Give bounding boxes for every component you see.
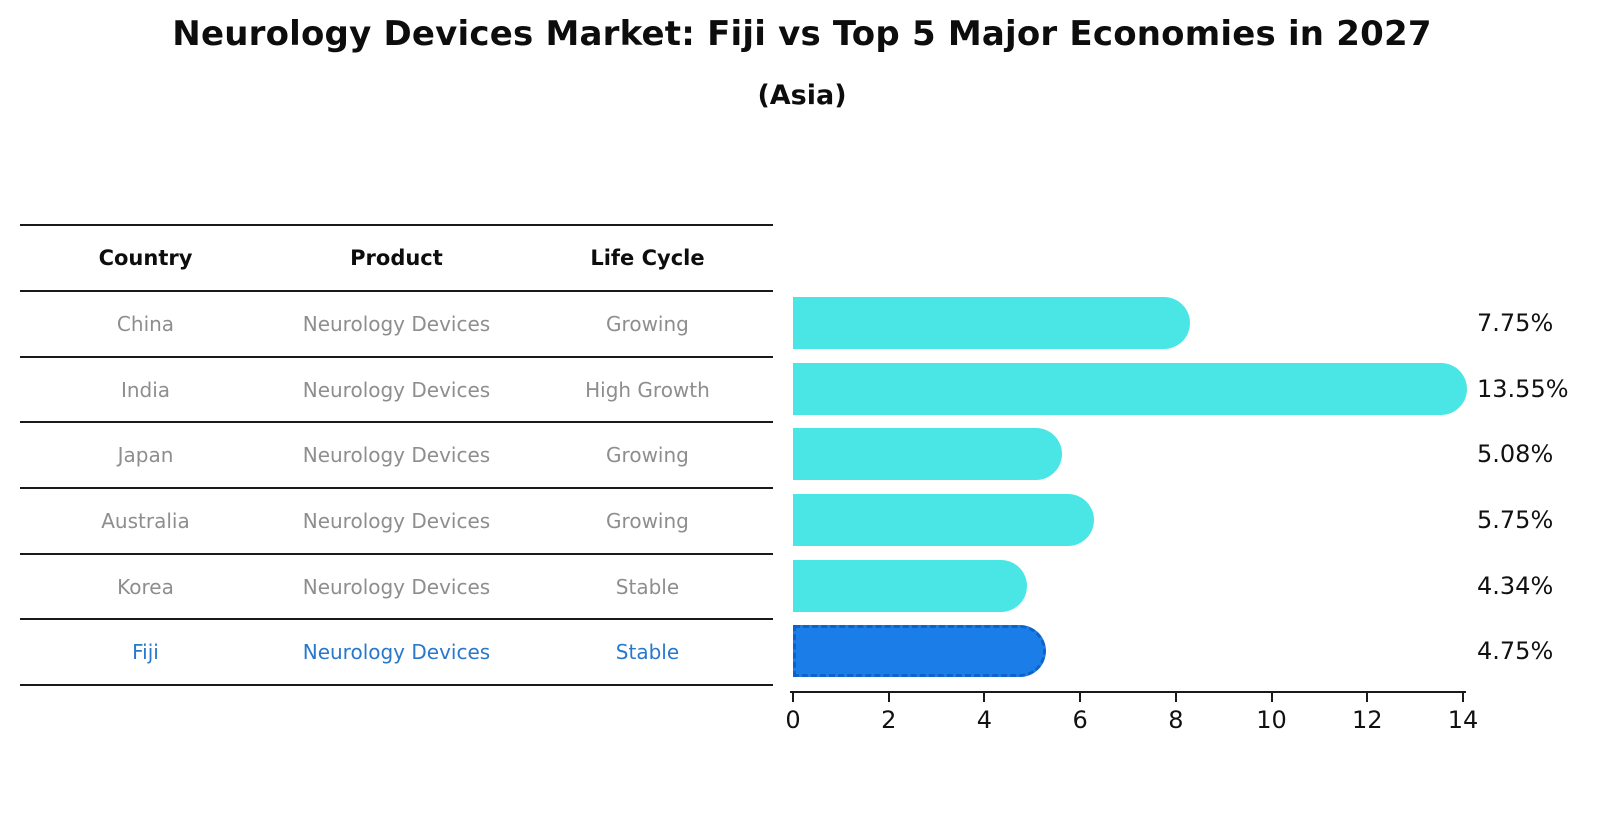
column-header-product: Product [350, 246, 443, 270]
bar-korea [793, 559, 1027, 612]
table-row: China Neurology Devices Growing [20, 292, 773, 358]
bar-fiji-highlighted [793, 625, 1047, 678]
table-row: Australia Neurology Devices Growing [20, 489, 773, 555]
bar-japan [793, 428, 1063, 481]
x-tick-label: 2 [881, 706, 897, 734]
x-tick [1270, 693, 1273, 702]
chart-subtitle: (Asia) [757, 80, 847, 111]
cell-country: Australia [101, 508, 190, 533]
column-header-life-cycle: Life Cycle [590, 246, 705, 270]
cell-product: Neurology Devices [302, 377, 491, 402]
bar-row-india: 13.55% [793, 362, 1569, 415]
cell-life-cycle: Growing [606, 443, 689, 468]
x-tick [1366, 693, 1369, 702]
cell-product: Neurology Devices [302, 574, 491, 599]
value-label: 7.75% [1477, 309, 1554, 337]
bar-row-japan: 5.08% [793, 428, 1553, 481]
table-header-row: Country Product Life Cycle [20, 226, 773, 292]
cell-country: Fiji [132, 640, 159, 665]
cell-life-cycle: Growing [606, 311, 689, 336]
x-tick [983, 693, 986, 702]
cell-product: Neurology Devices [302, 640, 491, 665]
value-label: 4.75% [1477, 637, 1554, 666]
x-tick-label: 14 [1447, 706, 1479, 734]
chart-title: Neurology Devices Market: Fiji vs Top 5 … [172, 14, 1432, 54]
value-label: 13.55% [1477, 374, 1569, 403]
x-tick-label: 0 [785, 706, 801, 734]
x-tick-label: 6 [1072, 706, 1088, 734]
x-tick [792, 693, 794, 702]
table-row: Japan Neurology Devices Growing [20, 423, 773, 490]
bar-china [793, 297, 1190, 349]
cell-life-cycle: High Growth [585, 377, 710, 402]
x-tick [1174, 693, 1177, 702]
value-label: 5.75% [1477, 506, 1554, 534]
x-axis-line [790, 691, 1466, 693]
cell-country: China [116, 311, 175, 336]
value-label: 4.34% [1477, 571, 1554, 600]
cell-country: India [120, 377, 171, 402]
cell-country: Japan [117, 443, 174, 468]
cell-country: Korea [117, 574, 174, 599]
cell-product: Neurology Devices [302, 443, 491, 468]
bar-india [793, 362, 1468, 415]
cell-life-cycle: Stable [615, 640, 680, 665]
x-tick [1462, 693, 1464, 702]
bar-row-australia: 5.75% [793, 494, 1553, 546]
country-table: Country Product Life Cycle China Neurolo… [20, 224, 773, 687]
bar-row-korea: 4.34% [793, 559, 1553, 612]
cell-life-cycle: Growing [606, 508, 689, 533]
bar-australia [793, 494, 1095, 546]
x-tick-label: 10 [1256, 706, 1287, 734]
x-tick [1079, 693, 1082, 702]
cell-product: Neurology Devices [302, 311, 491, 336]
table-row-fiji: Fiji Neurology Devices Stable [20, 620, 773, 687]
column-header-country: Country [98, 246, 193, 270]
table-row: Korea Neurology Devices Stable [20, 555, 773, 621]
x-tick-label: 8 [1168, 706, 1184, 734]
x-tick [887, 693, 890, 702]
cell-life-cycle: Stable [615, 574, 680, 599]
table-row: India Neurology Devices High Growth [20, 358, 773, 424]
bar-row-fiji: 4.75% [793, 625, 1553, 678]
value-label: 5.08% [1477, 440, 1554, 469]
bar-row-china: 7.75% [793, 297, 1553, 349]
bar-chart: 7.75% 13.55% 5.08% 5.75% 4.34% 4.75% [785, 0, 1569, 823]
x-tick-label: 12 [1352, 706, 1383, 734]
x-tick-label: 4 [976, 706, 993, 734]
cell-product: Neurology Devices [302, 508, 491, 533]
